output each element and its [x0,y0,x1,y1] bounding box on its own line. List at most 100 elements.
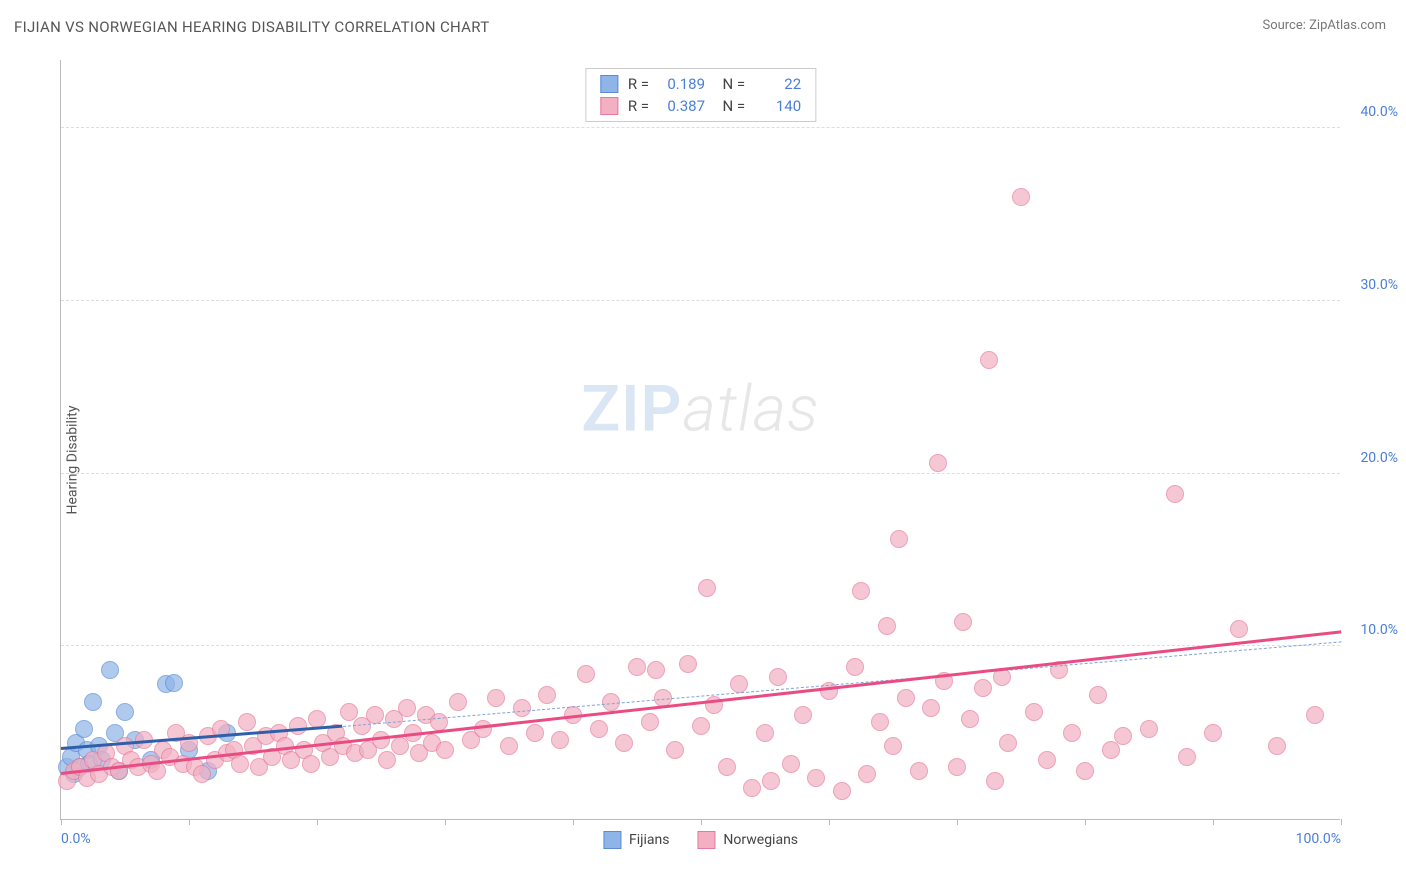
x-tick [829,819,830,825]
y-tick-label: 10.0% [1360,622,1398,638]
x-tick [701,819,702,825]
scatter-point [1076,762,1094,780]
stat-r-label: R = [628,97,649,115]
scatter-point [1038,751,1056,769]
scatter-point [1114,727,1132,745]
scatter-point [679,655,697,673]
stat-r-label: R = [628,75,649,93]
scatter-point [165,674,183,692]
legend-stat-row: R = 0.387 N = 140 [600,97,801,115]
scatter-point [602,693,620,711]
y-tick-label: 20.0% [1360,450,1398,466]
scatter-point [756,724,774,742]
legend-label: Fijians [629,832,669,848]
scatter-point [1089,686,1107,704]
scatter-point [641,713,659,731]
scatter-point [1306,706,1324,724]
x-tick [1085,819,1086,825]
stat-n-label: N = [715,97,745,115]
chart-title: FIJIAN VS NORWEGIAN HEARING DISABILITY C… [14,18,489,36]
stat-n-value: 140 [755,97,801,115]
x-tick [317,819,318,825]
series-legend: Fijians Norwegians [603,831,798,849]
scatter-point [1230,620,1248,638]
y-tick-label: 40.0% [1360,104,1398,120]
scatter-point [698,579,716,597]
scatter-point [1178,748,1196,766]
scatter-point [526,724,544,742]
scatter-point [302,755,320,773]
scatter-point [833,782,851,800]
scatter-point [193,765,211,783]
scatter-point [238,713,256,731]
scatter-point [954,613,972,631]
scatter-point [730,675,748,693]
scatter-point [1025,703,1043,721]
trend-line [61,630,1341,774]
scatter-point [391,737,409,755]
plot-area: ZIPatlas R =0.189 N =22R =0.387 N =140 F… [60,60,1340,820]
correlation-stats-legend: R = 0.189 N = 22 R = 0.387 N = 140 [585,68,816,122]
x-tick-label: 0.0% [61,831,91,847]
scatter-point [436,741,454,759]
scatter-point [999,734,1017,752]
scatter-point [1140,720,1158,738]
scatter-point [500,737,518,755]
scatter-point [116,703,134,721]
scatter-point [794,706,812,724]
scatter-point [762,772,780,790]
scatter-point [769,668,787,686]
scatter-point [961,710,979,728]
scatter-point [986,772,1004,790]
scatter-point [890,530,908,548]
scatter-point [858,765,876,783]
gridline [61,300,1340,301]
scatter-point [84,693,102,711]
legend-swatch [603,831,621,849]
scatter-point [846,658,864,676]
x-tick [573,819,574,825]
scatter-point [487,689,505,707]
scatter-point [782,755,800,773]
scatter-point [75,720,93,738]
scatter-point [948,758,966,776]
watermark: ZIPatlas [581,372,819,447]
scatter-point [513,699,531,717]
scatter-point [884,737,902,755]
scatter-point [897,689,915,707]
legend-swatch [600,97,618,115]
legend-label: Norwegians [723,832,798,848]
x-tick [1341,819,1342,825]
stat-r-value: 0.189 [659,75,705,93]
legend-stat-row: R =0.189 N =22 [600,75,801,93]
scatter-point [449,693,467,711]
x-tick [61,819,62,825]
gridline [61,645,1340,646]
gridline [61,473,1340,474]
source-attribution: Source: ZipAtlas.com [1262,18,1386,33]
legend-item: Fijians [603,831,669,849]
x-tick [189,819,190,825]
scatter-point [974,679,992,697]
scatter-point [743,779,761,797]
scatter-point [980,351,998,369]
scatter-point [590,720,608,738]
scatter-point [878,617,896,635]
scatter-point [628,658,646,676]
scatter-point [577,665,595,683]
x-tick [1213,819,1214,825]
x-tick [957,819,958,825]
scatter-point [922,699,940,717]
scatter-point [1166,485,1184,503]
scatter-point [910,762,928,780]
scatter-point [666,741,684,759]
stat-r-value: 0.387 [659,97,705,115]
gridline [61,127,1340,128]
scatter-point [474,720,492,738]
scatter-point [1063,724,1081,742]
stat-n-value: 22 [755,75,801,93]
scatter-point [538,686,556,704]
scatter-point [615,734,633,752]
scatter-point [929,454,947,472]
scatter-point [852,582,870,600]
